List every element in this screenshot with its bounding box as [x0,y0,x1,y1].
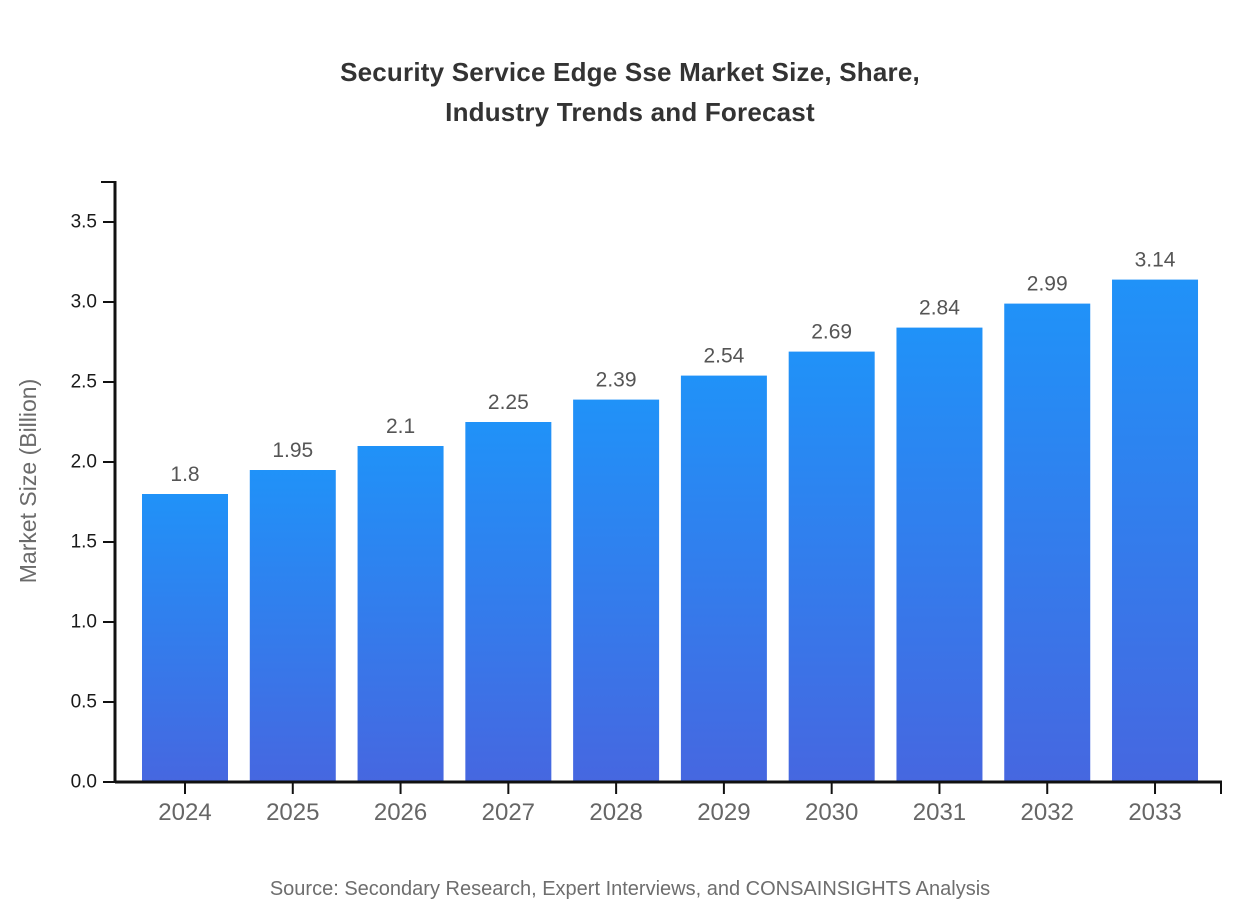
bar-2031 [896,327,983,782]
x-tick-label: 2024 [158,799,211,826]
x-tick-label: 2033 [1128,799,1181,826]
bar-2026 [357,446,444,782]
bar-2033 [1112,279,1199,782]
bar-2024 [142,494,228,782]
y-tick-label: 0.0 [71,772,97,793]
bar-2028 [573,399,660,782]
x-tick-label: 2025 [266,799,319,826]
y-tick-label: 1.0 [71,612,97,633]
bar-value-label: 2.84 [919,297,960,320]
source-note: Source: Secondary Research, Expert Inter… [269,878,991,900]
bar-value-label: 3.14 [1135,249,1176,272]
y-axis: 0.0 0.5 1.0 1.5 2.0 2.5 3.0 3.5 [71,181,117,793]
y-tick-label: 0.5 [71,692,97,713]
bar-value-label: 2.54 [703,345,744,368]
y-tick-label: 3.0 [71,292,97,313]
bar-2032 [1004,303,1091,782]
x-tick-label: 2030 [805,799,858,826]
chart-title-line-2: Industry Trends and Forecast [445,97,815,127]
chart-title-line-1: Security Service Edge Sse Market Size, S… [340,57,920,87]
x-tick-label: 2026 [374,799,427,826]
y-tick-label: 3.5 [71,212,97,233]
x-tick-label: 2028 [589,799,642,826]
y-tick-label: 2.5 [71,372,97,393]
bar-value-label: 2.69 [811,321,852,344]
bar-value-label: 2.39 [596,369,637,392]
bar-2027 [465,422,552,782]
bar-value-label: 1.8 [170,463,199,486]
bar-2025 [249,470,336,782]
bar-value-label: 2.1 [386,415,415,438]
value-labels-group: 1.8 1.95 2.1 2.25 2.39 2.54 2.69 2.84 2.99 3.14 [170,249,1175,486]
bar-value-label: 2.25 [488,391,529,414]
bar-2030 [788,351,875,782]
x-tick-label: 2032 [1021,799,1074,826]
x-tick-label: 2031 [913,799,966,826]
chart-title: Security Service Edge Sse Market Size, S… [0,52,1260,132]
y-tick-label: 2.0 [71,452,97,473]
bar-2029 [680,375,767,782]
bar-value-label: 1.95 [272,439,313,462]
bars-group [142,279,1199,782]
x-tick-label: 2029 [697,799,750,826]
x-tick-label: 2027 [482,799,535,826]
y-axis-title: Market Size (Billion) [15,379,41,584]
x-axis: 2024 2025 2026 2027 2028 2029 2030 2031 2032 2033 [115,780,1222,826]
bar-value-label: 2.99 [1027,273,1068,296]
y-tick-label: 1.5 [71,532,97,553]
